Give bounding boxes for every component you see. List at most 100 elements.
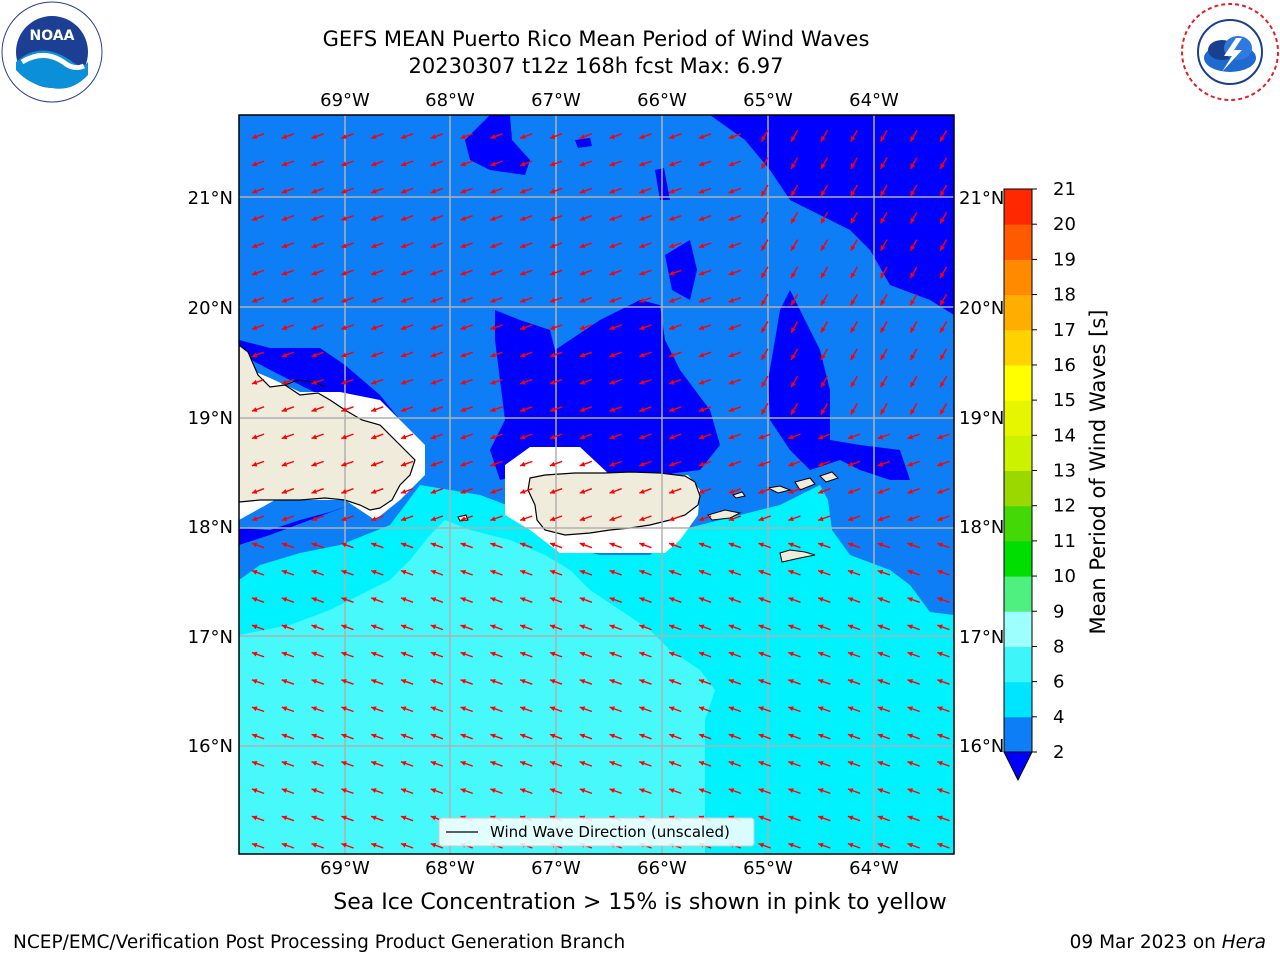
wave-arrow-head [940,245,945,251]
contour-under-2-dot2 [575,138,592,148]
wave-arrow-head [847,706,854,712]
wave-arrow-head [490,489,496,494]
legend-label: Wind Wave Direction (unscaled) [490,823,730,841]
wave-arrow-head [761,409,766,415]
wave-arrow-head [639,407,645,412]
wave-arrow-head [430,461,437,467]
wave-arrow-head [940,409,945,415]
wave-arrow-head [609,161,615,167]
wave-arrow-head [639,461,645,467]
wave-arrow-head [910,245,915,251]
wave-arrow-head [698,516,705,522]
wave-arrow-head [520,679,526,684]
wave-arrow-head [669,733,675,739]
wave-arrow-head [940,163,945,169]
wave-arrow-head [549,434,556,440]
wave-arrow-head [281,134,288,139]
wave-arrow-head [490,216,496,221]
colorbar-tick-label: 10 [1053,566,1076,587]
wave-arrow-head [639,161,645,167]
wave-arrow-head [371,461,377,467]
wave-arrow-head [430,216,437,221]
wave-arrow-head [311,842,317,848]
wave-arrow-head [579,298,586,303]
wave-arrow-head [907,624,913,630]
wave-arrow-head [251,761,258,766]
wave-arrow-head [669,134,675,139]
wave-arrow-head [850,354,856,360]
colorbar-tick-label: 14 [1053,425,1076,446]
wind-wave-arrows [251,130,950,849]
colorbar-bin [1004,611,1032,647]
wave-arrow-head [281,188,288,194]
wave-arrow-head [669,216,675,221]
wave-arrow-head [579,516,586,522]
wave-arrow-head [669,761,675,766]
wave-arrow-head [847,815,854,821]
wave-arrow-head [371,597,377,602]
wave-arrow-head [460,243,466,249]
wave-arrow-head [698,733,705,739]
wave-arrow-head [788,761,794,766]
wave-arrow-head [281,679,288,684]
wave-arrow-head [251,188,258,194]
wave-arrow-head [847,542,854,548]
wave-arrow-head [341,134,347,139]
wave-arrow-head [311,569,317,575]
wave-arrow-head [281,815,288,821]
wave-arrow-head [549,761,556,766]
wave-arrow-head [669,542,675,548]
wave-arrow-head [880,245,886,251]
wave-arrow-head [549,516,556,522]
lon-label: 67°W [531,858,581,879]
wave-arrow-head [579,761,586,766]
wave-arrow-head [460,407,466,412]
wave-arrow-head [877,569,884,575]
wave-arrow-head [821,381,826,388]
wave-arrow-head [549,706,556,712]
wave-arrow-head [728,461,735,467]
lat-label: 18°N [188,517,233,538]
wave-arrow-head [639,188,645,194]
wave-arrow-head [311,679,317,684]
wave-arrow-head [669,597,675,602]
wave-arrow-head [877,761,884,766]
wave-arrow-head [609,761,615,766]
wave-arrow-head [400,624,407,630]
wave-arrow-head [937,733,943,739]
wave-arrow-head [761,245,766,251]
wave-arrow-head [311,379,317,385]
wave-arrow-head [460,761,466,766]
wave-arrow-head [371,298,377,303]
wave-arrow-head [251,815,258,821]
wave-arrow-head [430,706,437,712]
wave-arrow-head [609,216,615,221]
wave-arrow-head [847,489,854,494]
wave-arrow-head [341,597,347,602]
wave-arrow-head [698,243,705,249]
wave-arrow-head [549,298,556,303]
wave-arrow-head [850,272,856,279]
wave-arrow-head [490,788,496,793]
wave-arrow-head [880,354,886,360]
colorbar-tick-label: 18 [1053,285,1076,306]
wave-arrow-head [371,706,377,712]
contour-6-8 [239,520,715,854]
wave-arrow-head [728,434,735,440]
wave-arrow-head [251,651,258,657]
wave-arrow-head [430,134,437,139]
wave-arrow-head [910,190,915,197]
wave-arrow-head [761,354,766,360]
wave-arrow-head [520,624,526,630]
colorbar-under-extension [1003,751,1033,782]
wave-arrow-head [281,542,288,548]
wave-arrow-head [311,516,317,522]
wave-arrow-head [940,136,945,142]
wave-arrow-head [669,325,675,330]
wave-arrow-head [251,842,258,848]
colorbar-bin [1004,435,1032,471]
wave-arrow-head [400,379,407,385]
wave-arrow-head [877,434,884,440]
wave-arrow-head [669,379,675,385]
land-st-croix [779,549,816,563]
